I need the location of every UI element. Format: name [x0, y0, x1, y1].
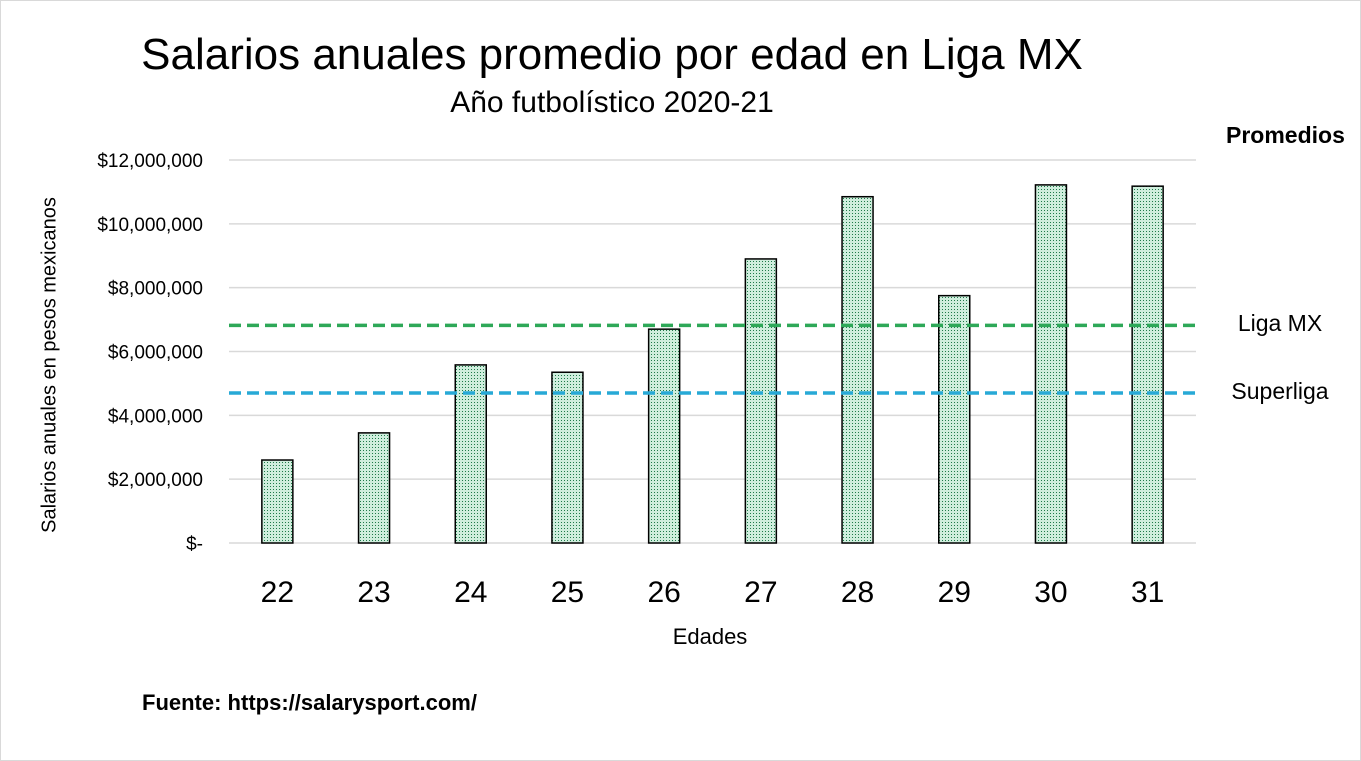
bar [551, 371, 584, 544]
x-tick-label: 31 [1131, 576, 1164, 609]
x-tick-label: 23 [357, 576, 390, 609]
bar [647, 328, 681, 544]
reference-heading: Promedios [1226, 122, 1345, 148]
x-tick-label: 24 [454, 576, 487, 609]
x-tick-label: 29 [938, 576, 971, 609]
x-tick-label: 26 [647, 576, 680, 609]
x-axis-label: Edades [672, 624, 748, 649]
bar [1034, 184, 1068, 544]
x-tick-label: 27 [744, 576, 777, 609]
bar [1131, 185, 1164, 544]
y-tick-label: $10,000,000 [97, 215, 203, 236]
x-tick-label: 22 [261, 576, 294, 609]
y-tick-label: $2,000,000 [108, 470, 203, 491]
reference-label-liga-mx: Liga MX [1237, 310, 1323, 336]
y-tick-label: $12,000,000 [97, 151, 203, 172]
chart-subtitle: Año futbolístico 2020-21 [450, 86, 774, 119]
bar [744, 258, 778, 544]
bar [938, 294, 971, 544]
bar [261, 459, 294, 544]
bar [841, 195, 874, 544]
y-tick-label: $8,000,000 [108, 279, 203, 300]
chart-title: Salarios anuales promedio por edad en Li… [141, 30, 1083, 79]
y-tick-label: $6,000,000 [108, 343, 203, 364]
x-tick-label: 28 [841, 576, 874, 609]
y-tick-label: $4,000,000 [108, 406, 203, 427]
x-tick-label: 30 [1034, 576, 1067, 609]
reference-label-superliga: Superliga [1231, 378, 1329, 404]
x-tick-label: 25 [551, 576, 584, 609]
source-note: Fuente: https://salarysport.com/ [142, 690, 477, 715]
bar [357, 432, 391, 544]
y-tick-label: $- [186, 534, 203, 555]
